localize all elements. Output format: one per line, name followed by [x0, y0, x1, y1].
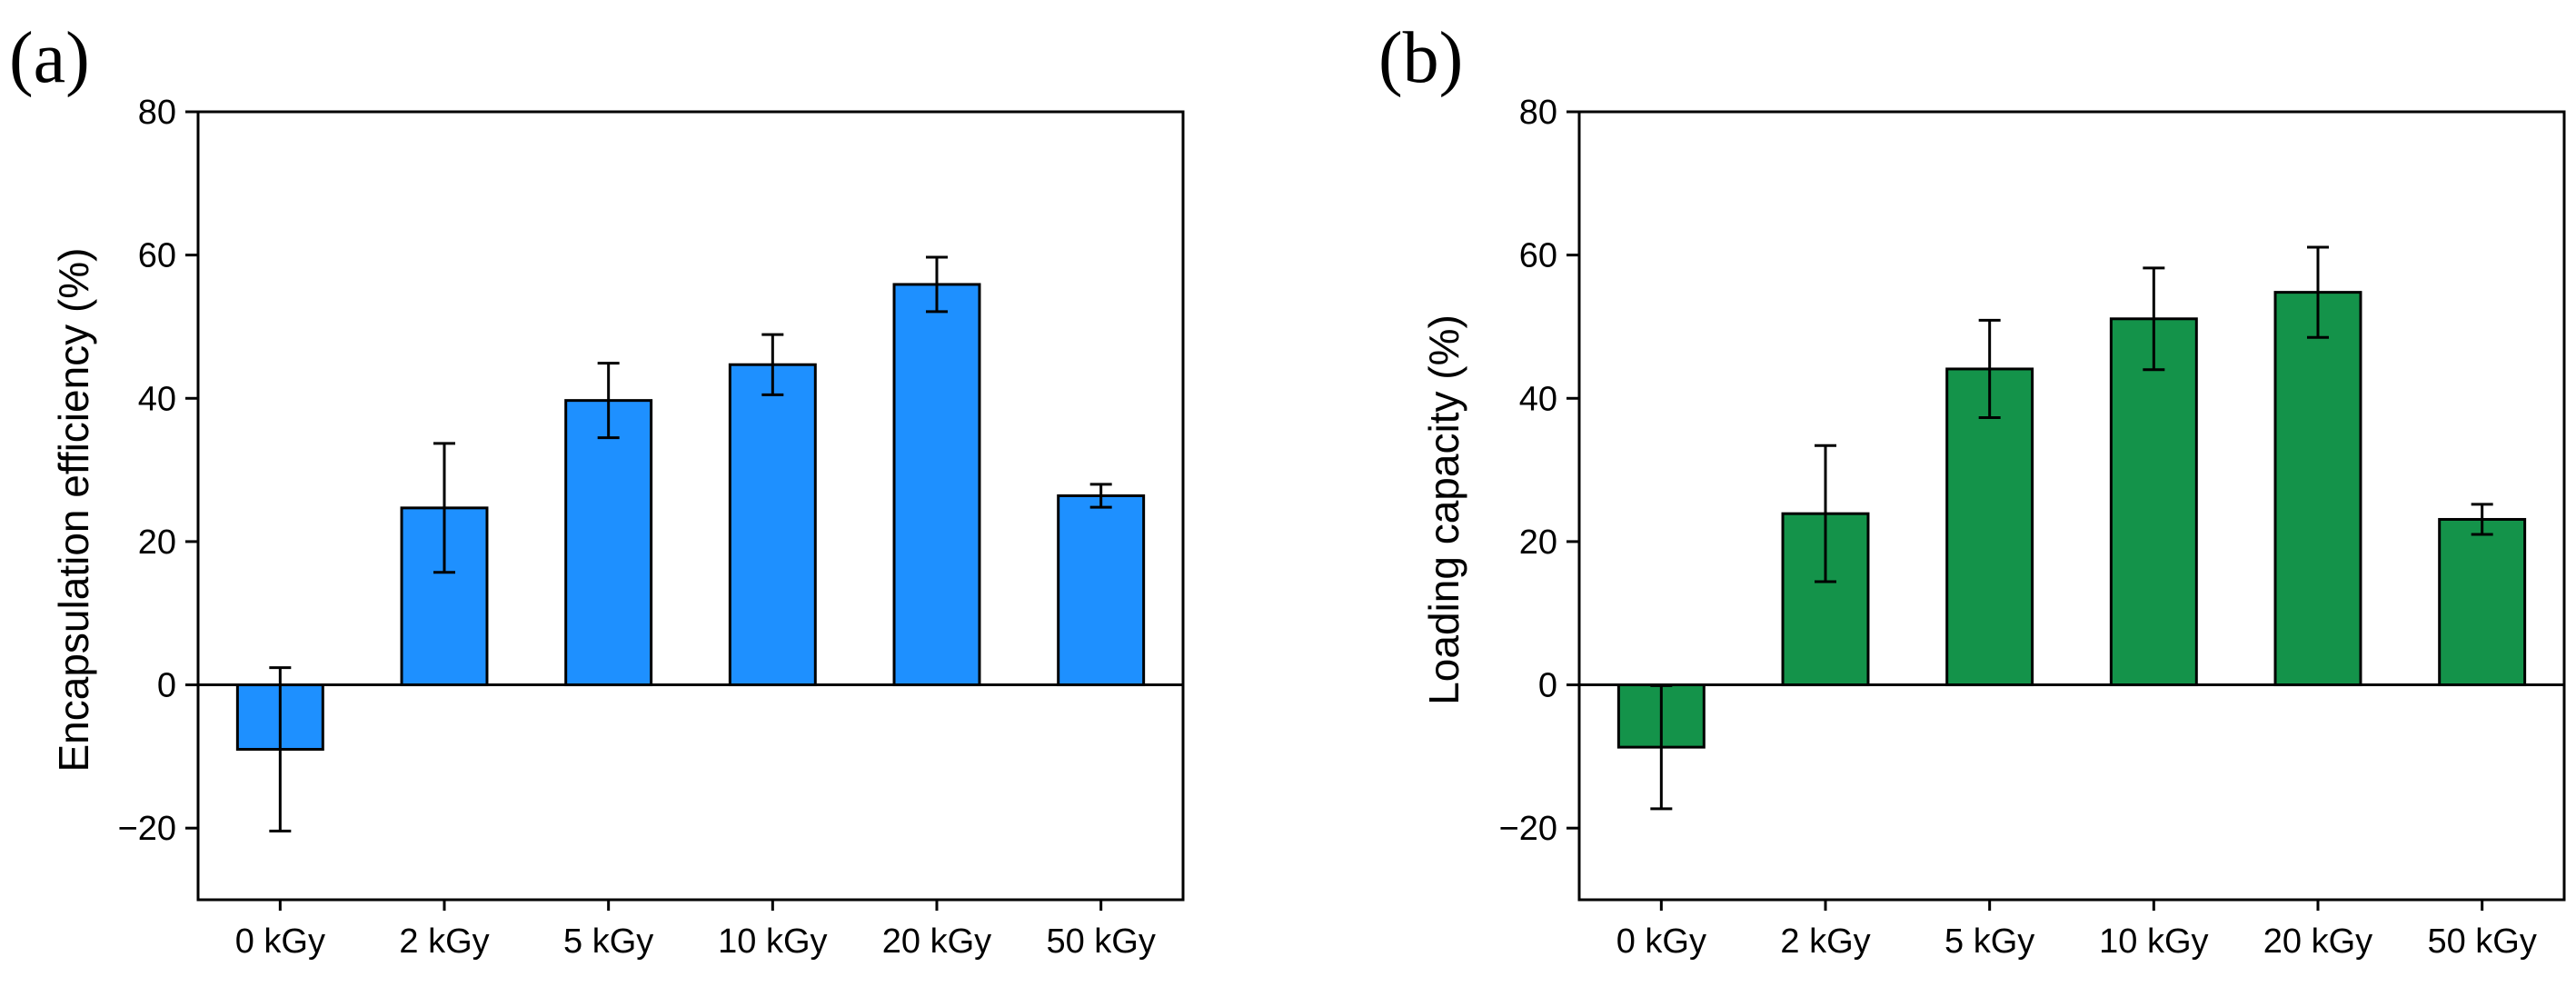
panel-a-error-bar-4	[926, 255, 948, 314]
panel-b-error-bar-0	[1650, 683, 1673, 811]
panel-a: (a) Encapsulation efficiency (%) −20 0 20 4…	[9, 18, 1185, 961]
panel-a-x-tick-label-1: 2 kGy	[399, 922, 489, 961]
panel-b-x-tick-label-0: 0 kGy	[1616, 922, 1706, 961]
panel-b-x-tick-label-3: 10 kGy	[2099, 922, 2208, 961]
panel-b-error-bar-5	[2471, 503, 2493, 536]
panel-a-label: (a)	[9, 18, 90, 98]
panel-b-bar-3	[2109, 317, 2198, 687]
panel-b-error-bar-4	[2307, 245, 2329, 339]
panel-a-error-bar-1	[433, 442, 455, 574]
panel-a-frame	[196, 110, 1185, 902]
panel-b-x-tick-label-1: 2 kGy	[1780, 922, 1870, 961]
panel-b-x-tick-label-2: 5 kGy	[1944, 922, 2034, 961]
panel-a-error-bar-2	[597, 362, 620, 440]
panel-a-x-tick-label-4: 20 kGy	[882, 922, 991, 961]
panel-a-y-tick-label-1: 0	[157, 667, 176, 705]
panel-a-y-tick-label-5: 80	[138, 94, 176, 132]
panel-b-y-tick-label-1: 0	[1538, 667, 1557, 705]
panel-a-plot-area: −20 0 20 40 60 80 0 kGy 2 kGy 5 kGy 10 kGy 20 kGy 5…	[118, 94, 1185, 961]
panel-a-bar-3	[728, 363, 817, 687]
panel-b-plot-area: −20 0 20 40 60 80 0 kGy 2 kGy 5 kGy 10 kGy 20 kGy 5…	[1499, 94, 2566, 961]
panel-b-y-tick-label-3: 40	[1519, 380, 1557, 418]
panel-a-error-bar-0	[269, 666, 292, 832]
panel-b-bar-5	[2438, 517, 2527, 687]
panel-a-x-tick-label-3: 10 kGy	[718, 922, 827, 961]
panel-b-y-axis-title: Loading capacity (%)	[1420, 314, 1467, 705]
panel-a-bar-4	[892, 283, 981, 687]
panel-b-y-tick-label-4: 60	[1519, 237, 1557, 275]
panel-b-y-tick-label-2: 20	[1519, 523, 1557, 562]
panel-b-x-tick-label-5: 50 kGy	[2427, 922, 2536, 961]
panel-a-error-bar-5	[1089, 483, 1112, 509]
panel-b-y-tick-label-5: 80	[1519, 94, 1557, 132]
panel-b-error-bar-3	[2143, 266, 2165, 372]
panel-a-x-tick-label-2: 5 kGy	[563, 922, 653, 961]
panel-b-error-bar-2	[1978, 318, 2001, 420]
panel-a-x-tick-label-0: 0 kGy	[235, 922, 325, 961]
panel-b-frame	[1577, 110, 2566, 902]
panel-b-label: (b)	[1378, 18, 1463, 98]
panel-a-bar-2	[564, 399, 653, 687]
panel-b-bar-4	[2273, 291, 2362, 687]
panel-b-x-tick-label-4: 20 kGy	[2263, 922, 2372, 961]
panel-b-y-tick-label-0: −20	[1499, 810, 1557, 848]
panel-a-y-tick-label-2: 20	[138, 523, 176, 562]
panel-a-y-tick-label-0: −20	[118, 810, 176, 848]
panel-a-error-bar-3	[761, 333, 784, 396]
panel-b-error-bar-1	[1815, 444, 1836, 583]
panel-a-y-tick-label-3: 40	[138, 380, 176, 418]
panel-a-bar-5	[1057, 494, 1146, 687]
panel-a-y-tick-label-4: 60	[138, 237, 176, 275]
panel-a-y-axis-title: Encapsulation efficiency (%)	[50, 248, 97, 773]
panel-b: (b) Loading capacity (%) −20 0 20 40 60 80 0 k…	[1378, 18, 2566, 961]
panel-a-x-tick-label-5: 50 kGy	[1046, 922, 1155, 961]
